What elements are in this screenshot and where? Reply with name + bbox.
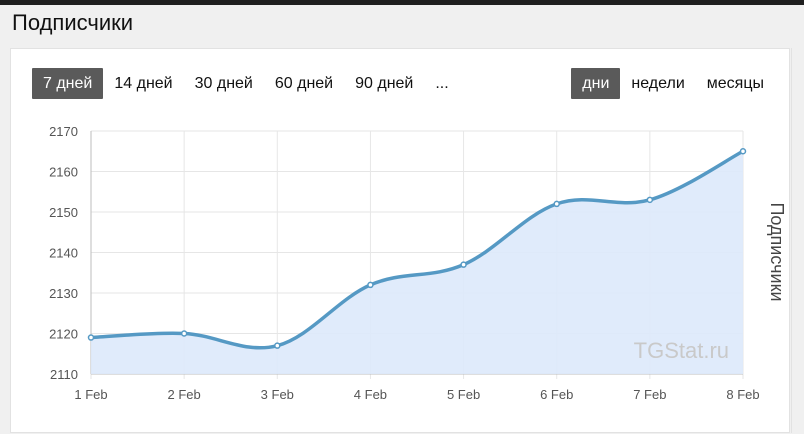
- area-fill: [91, 151, 743, 374]
- x-tick-5: 6 Feb: [540, 387, 573, 402]
- y-tick-0: 2110: [50, 367, 78, 382]
- y-tick-6: 2170: [49, 124, 78, 139]
- y-axis-label: Подписчики: [767, 202, 787, 301]
- x-tick-7: 8 Feb: [726, 387, 759, 402]
- y-tick-2: 2130: [49, 286, 78, 301]
- series-line: [89, 149, 745, 350]
- data-points: [87, 148, 747, 349]
- x-tick-3: 4 Feb: [354, 387, 387, 402]
- card-edge: [791, 48, 792, 433]
- data-point-6: [646, 196, 654, 204]
- range-button-3[interactable]: 60 дней: [274, 75, 334, 92]
- y-tick-labels: 2110 2120 2130 2140 2150 2160 2170: [49, 124, 78, 382]
- watermark: TGStat.ru: [634, 338, 729, 363]
- range-button-5[interactable]: ...: [435, 75, 449, 92]
- unit-button-1[interactable]: недели: [631, 75, 685, 92]
- x-tick-6: 7 Feb: [633, 387, 666, 402]
- unit-selector: дни недели месяцы: [571, 68, 775, 99]
- range-button-1[interactable]: 14 дней: [114, 75, 173, 92]
- y-tick-3: 2140: [49, 246, 78, 261]
- x-tick-4: 5 Feb: [447, 387, 480, 402]
- data-point-4: [460, 261, 467, 268]
- data-point-5: [553, 200, 560, 208]
- data-point-3: [367, 281, 374, 289]
- x-tick-2: 3 Feb: [261, 387, 294, 402]
- range-button-4[interactable]: 90 дней: [355, 75, 414, 92]
- range-button-2[interactable]: 30 дней: [194, 75, 253, 92]
- y-tick-5: 2160: [49, 165, 78, 180]
- x-tick-labels: 1 Feb 2 Feb 3 Feb 4 Feb 5 Feb 6 Feb 7 Feb 8 Feb: [74, 387, 759, 402]
- data-point-1: [180, 330, 188, 337]
- top-strip: [0, 0, 804, 5]
- page-title: Подписчики: [12, 10, 134, 35]
- x-tick-1: 2 Feb: [168, 387, 201, 402]
- chart-card: 7 дней 14 дней 30 дней 60 дней 90 дней... дн…: [10, 48, 790, 433]
- data-point-7: [739, 148, 747, 155]
- range-button-0[interactable]: 7 дней: [32, 68, 104, 99]
- range-selector: 7 дней 14 дней 30 дней 60 дней 90 дней...: [32, 68, 460, 99]
- unit-button-2[interactable]: месяцы: [706, 75, 764, 92]
- data-point-0: [87, 334, 95, 341]
- x-tick-0: 1 Feb: [74, 387, 107, 402]
- subscribers-chart: 2110 2120 2130 2140 2150 2160 2170 1 Feb 2 Feb 3…: [49, 124, 787, 402]
- y-tick-4: 2150: [49, 205, 78, 220]
- unit-button-0[interactable]: дни: [571, 68, 621, 99]
- data-point-2: [274, 342, 281, 349]
- y-tick-1: 2120: [49, 327, 78, 342]
